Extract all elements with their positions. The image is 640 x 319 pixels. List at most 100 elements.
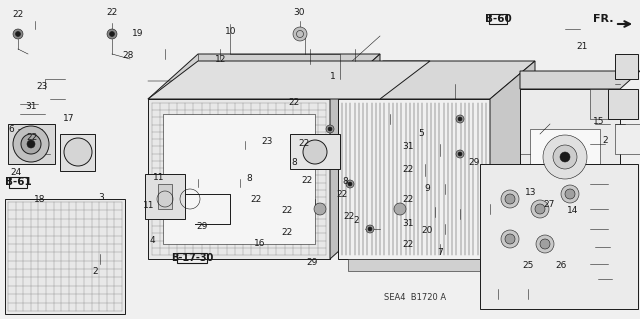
Circle shape [394, 203, 406, 215]
Circle shape [561, 185, 579, 203]
Text: 31: 31 [403, 142, 414, 151]
Polygon shape [148, 54, 380, 99]
Polygon shape [158, 184, 172, 209]
Text: 2: 2 [92, 267, 97, 276]
Polygon shape [520, 89, 620, 219]
Circle shape [346, 180, 354, 188]
Bar [177, 253, 207, 263]
Text: 7: 7 [438, 248, 443, 257]
Circle shape [536, 235, 554, 253]
Polygon shape [338, 61, 535, 99]
Circle shape [501, 230, 519, 248]
Circle shape [314, 203, 326, 215]
Circle shape [458, 152, 462, 156]
Text: 13: 13 [525, 189, 537, 197]
Text: 9: 9 [425, 184, 430, 193]
Circle shape [458, 117, 462, 121]
Text: 2: 2 [602, 136, 607, 145]
Text: 19: 19 [132, 29, 143, 38]
Text: 31: 31 [403, 219, 414, 228]
Text: 14: 14 [567, 206, 579, 215]
Circle shape [505, 194, 515, 204]
Text: 30: 30 [294, 8, 305, 17]
Circle shape [543, 135, 587, 179]
Text: 22: 22 [281, 228, 292, 237]
Polygon shape [348, 259, 480, 271]
Circle shape [456, 115, 464, 123]
Circle shape [15, 32, 20, 36]
Polygon shape [330, 54, 380, 259]
Text: B-17-30: B-17-30 [171, 253, 213, 263]
Text: 18: 18 [34, 195, 45, 204]
Bar [163, 114, 315, 244]
Polygon shape [145, 174, 185, 219]
Bar [615, 124, 640, 154]
Text: 22: 22 [26, 133, 38, 142]
Text: 23: 23 [36, 82, 47, 91]
Text: 2: 2 [353, 216, 358, 225]
Text: 8: 8 [292, 158, 297, 167]
Bar [530, 129, 600, 189]
Polygon shape [148, 61, 430, 99]
Bar [488, 14, 508, 24]
Text: 20: 20 [422, 226, 433, 235]
Polygon shape [60, 134, 95, 171]
Circle shape [553, 145, 577, 169]
Text: 22: 22 [298, 139, 310, 148]
Text: 21: 21 [577, 42, 588, 51]
Text: 11: 11 [143, 201, 154, 210]
Text: 27: 27 [543, 200, 555, 209]
Circle shape [13, 29, 23, 39]
Text: 3: 3 [99, 193, 104, 202]
Circle shape [565, 189, 575, 199]
Text: 22: 22 [12, 10, 24, 19]
Text: 10: 10 [225, 27, 236, 36]
Text: B-61: B-61 [4, 177, 31, 188]
Text: 22: 22 [403, 240, 414, 249]
Circle shape [64, 138, 92, 166]
Text: 5: 5 [419, 130, 424, 138]
Text: 28: 28 [122, 51, 134, 60]
Circle shape [13, 126, 49, 162]
Circle shape [501, 190, 519, 208]
Circle shape [456, 150, 464, 158]
Text: 29: 29 [307, 258, 318, 267]
Polygon shape [615, 54, 638, 79]
Polygon shape [608, 89, 638, 119]
Polygon shape [590, 89, 630, 119]
Text: SEA4  B1720 A: SEA4 B1720 A [384, 293, 446, 301]
Polygon shape [148, 99, 330, 259]
Text: 29: 29 [468, 158, 479, 167]
Circle shape [531, 200, 549, 218]
Text: 1: 1 [330, 72, 335, 81]
Circle shape [109, 32, 115, 36]
Polygon shape [480, 164, 638, 309]
Text: 22: 22 [301, 176, 313, 185]
Polygon shape [338, 99, 490, 259]
Text: 12: 12 [215, 55, 227, 63]
Text: 16: 16 [254, 239, 266, 248]
Polygon shape [5, 199, 125, 314]
Circle shape [303, 140, 327, 164]
Text: 31: 31 [25, 102, 36, 111]
Circle shape [560, 152, 570, 162]
Text: 22: 22 [403, 165, 414, 174]
Circle shape [540, 239, 550, 249]
Polygon shape [490, 61, 535, 259]
Polygon shape [520, 71, 640, 89]
Text: 22: 22 [250, 195, 262, 204]
Text: 29: 29 [196, 222, 207, 231]
Text: 15: 15 [593, 117, 604, 126]
Circle shape [368, 227, 372, 231]
Circle shape [366, 225, 374, 233]
Text: 22: 22 [337, 190, 348, 199]
Text: 22: 22 [106, 8, 118, 17]
Text: B-60: B-60 [484, 14, 511, 24]
Text: 6: 6 [9, 125, 14, 134]
Text: 4: 4 [150, 236, 155, 245]
Circle shape [27, 140, 35, 148]
Text: 8: 8 [343, 177, 348, 186]
Polygon shape [290, 134, 340, 169]
Text: 22: 22 [289, 98, 300, 107]
Circle shape [535, 204, 545, 214]
